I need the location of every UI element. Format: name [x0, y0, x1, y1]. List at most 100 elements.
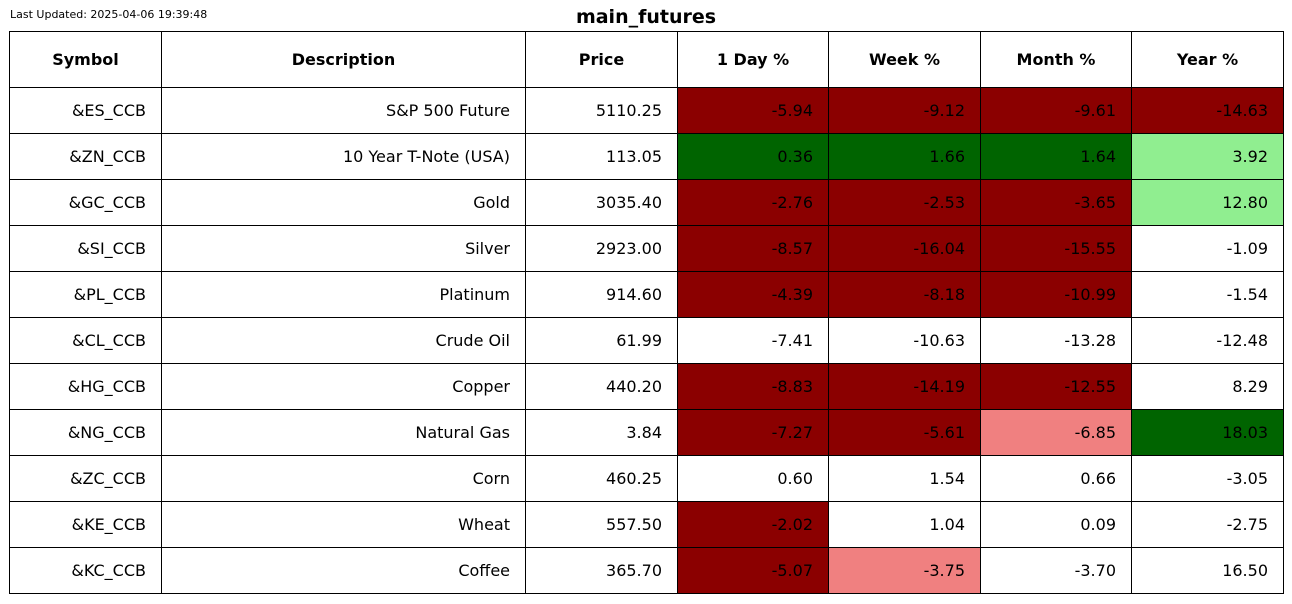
table-title: main_futures [575, 6, 717, 28]
cell-month-change: 0.66 [980, 455, 1132, 502]
cell-year-change: -14.63 [1131, 87, 1284, 134]
cell-symbol: &KC_CCB [9, 547, 162, 594]
cell-month-change: 0.09 [980, 501, 1132, 548]
table-row: &KC_CCB Coffee 365.70 -5.07 -3.75 -3.70 16.50 [9, 547, 1284, 594]
last-updated-text: Last Updated: 2025-04-06 19:39:48 [10, 8, 208, 21]
cell-price: 61.99 [525, 317, 678, 364]
cell-month-change: -9.61 [980, 87, 1132, 134]
cell-month-change: -12.55 [980, 363, 1132, 410]
cell-price: 365.70 [525, 547, 678, 594]
cell-description: Natural Gas [161, 409, 526, 456]
cell-month-change: -10.99 [980, 271, 1132, 318]
cell-month-change: -15.55 [980, 225, 1132, 272]
cell-price: 440.20 [525, 363, 678, 410]
column-header-1-day: 1 Day % [677, 31, 829, 88]
cell-month-change: -6.85 [980, 409, 1132, 456]
cell-price: 5110.25 [525, 87, 678, 134]
cell-price: 3035.40 [525, 179, 678, 226]
cell-year-change: 18.03 [1131, 409, 1284, 456]
cell-description: Crude Oil [161, 317, 526, 364]
cell-symbol: &GC_CCB [9, 179, 162, 226]
table-row: &KE_CCB Wheat 557.50 -2.02 1.04 0.09 -2.75 [9, 501, 1284, 548]
column-header-symbol: Symbol [9, 31, 162, 88]
header-row: Symbol Description Price 1 Day % Week % … [9, 31, 1284, 88]
cell-symbol: &KE_CCB [9, 501, 162, 548]
cell-week-change: -10.63 [828, 317, 981, 364]
cell-1-day-change: -8.57 [677, 225, 829, 272]
cell-week-change: 1.66 [828, 133, 981, 180]
cell-1-day-change: -5.94 [677, 87, 829, 134]
cell-1-day-change: 0.36 [677, 133, 829, 180]
cell-week-change: -16.04 [828, 225, 981, 272]
cell-price: 3.84 [525, 409, 678, 456]
cell-week-change: -9.12 [828, 87, 981, 134]
cell-month-change: -13.28 [980, 317, 1132, 364]
cell-1-day-change: -2.02 [677, 501, 829, 548]
cell-week-change: -3.75 [828, 547, 981, 594]
cell-1-day-change: -7.41 [677, 317, 829, 364]
column-header-year: Year % [1131, 31, 1284, 88]
cell-description: 10 Year T-Note (USA) [161, 133, 526, 180]
cell-1-day-change: -5.07 [677, 547, 829, 594]
cell-month-change: 1.64 [980, 133, 1132, 180]
cell-symbol: &ZC_CCB [9, 455, 162, 502]
table-row: &NG_CCB Natural Gas 3.84 -7.27 -5.61 -6.85 18.… [9, 409, 1284, 456]
cell-description: Gold [161, 179, 526, 226]
cell-year-change: 12.80 [1131, 179, 1284, 226]
table-row: &HG_CCB Copper 440.20 -8.83 -14.19 -12.55 8.29 [9, 363, 1284, 410]
column-header-price: Price [525, 31, 678, 88]
cell-description: Wheat [161, 501, 526, 548]
cell-year-change: 16.50 [1131, 547, 1284, 594]
cell-symbol: &HG_CCB [9, 363, 162, 410]
cell-description: Corn [161, 455, 526, 502]
cell-price: 557.50 [525, 501, 678, 548]
cell-price: 2923.00 [525, 225, 678, 272]
table-row: &GC_CCB Gold 3035.40 -2.76 -2.53 -3.65 12.80 [9, 179, 1284, 226]
cell-1-day-change: -2.76 [677, 179, 829, 226]
cell-symbol: &ZN_CCB [9, 133, 162, 180]
cell-year-change: 8.29 [1131, 363, 1284, 410]
cell-month-change: -3.65 [980, 179, 1132, 226]
column-header-month: Month % [980, 31, 1132, 88]
cell-1-day-change: -4.39 [677, 271, 829, 318]
cell-symbol: &NG_CCB [9, 409, 162, 456]
cell-price: 460.25 [525, 455, 678, 502]
cell-year-change: -3.05 [1131, 455, 1284, 502]
cell-week-change: -2.53 [828, 179, 981, 226]
table-body: &ES_CCB S&P 500 Future 5110.25 -5.94 -9.12 -9… [9, 87, 1284, 594]
cell-description: Coffee [161, 547, 526, 594]
table-row: &ZN_CCB 10 Year T-Note (USA) 113.05 0.36 1.6… [9, 133, 1284, 180]
table-row: &SI_CCB Silver 2923.00 -8.57 -16.04 -15.55 -1.… [9, 225, 1284, 272]
table-row: &ES_CCB S&P 500 Future 5110.25 -5.94 -9.12 -9… [9, 87, 1284, 134]
cell-symbol: &PL_CCB [9, 271, 162, 318]
cell-1-day-change: 0.60 [677, 455, 829, 502]
cell-month-change: -3.70 [980, 547, 1132, 594]
cell-year-change: 3.92 [1131, 133, 1284, 180]
cell-year-change: -12.48 [1131, 317, 1284, 364]
cell-year-change: -1.09 [1131, 225, 1284, 272]
cell-description: Platinum [161, 271, 526, 318]
cell-1-day-change: -8.83 [677, 363, 829, 410]
column-header-week: Week % [828, 31, 981, 88]
cell-symbol: &ES_CCB [9, 87, 162, 134]
cell-price: 113.05 [525, 133, 678, 180]
table-row: &ZC_CCB Corn 460.25 0.60 1.54 0.66 -3.05 [9, 455, 1284, 502]
column-header-description: Description [161, 31, 526, 88]
cell-week-change: -14.19 [828, 363, 981, 410]
cell-symbol: &CL_CCB [9, 317, 162, 364]
cell-week-change: 1.54 [828, 455, 981, 502]
cell-1-day-change: -7.27 [677, 409, 829, 456]
cell-description: Silver [161, 225, 526, 272]
table-row: &CL_CCB Crude Oil 61.99 -7.41 -10.63 -13.28 -1… [9, 317, 1284, 364]
cell-description: S&P 500 Future [161, 87, 526, 134]
cell-symbol: &SI_CCB [9, 225, 162, 272]
cell-week-change: -8.18 [828, 271, 981, 318]
cell-price: 914.60 [525, 271, 678, 318]
cell-year-change: -2.75 [1131, 501, 1284, 548]
futures-table: Symbol Description Price 1 Day % Week % … [9, 31, 1284, 594]
cell-week-change: 1.04 [828, 501, 981, 548]
cell-week-change: -5.61 [828, 409, 981, 456]
table-row: &PL_CCB Platinum 914.60 -4.39 -8.18 -10.99 -1.… [9, 271, 1284, 318]
cell-year-change: -1.54 [1131, 271, 1284, 318]
cell-description: Copper [161, 363, 526, 410]
